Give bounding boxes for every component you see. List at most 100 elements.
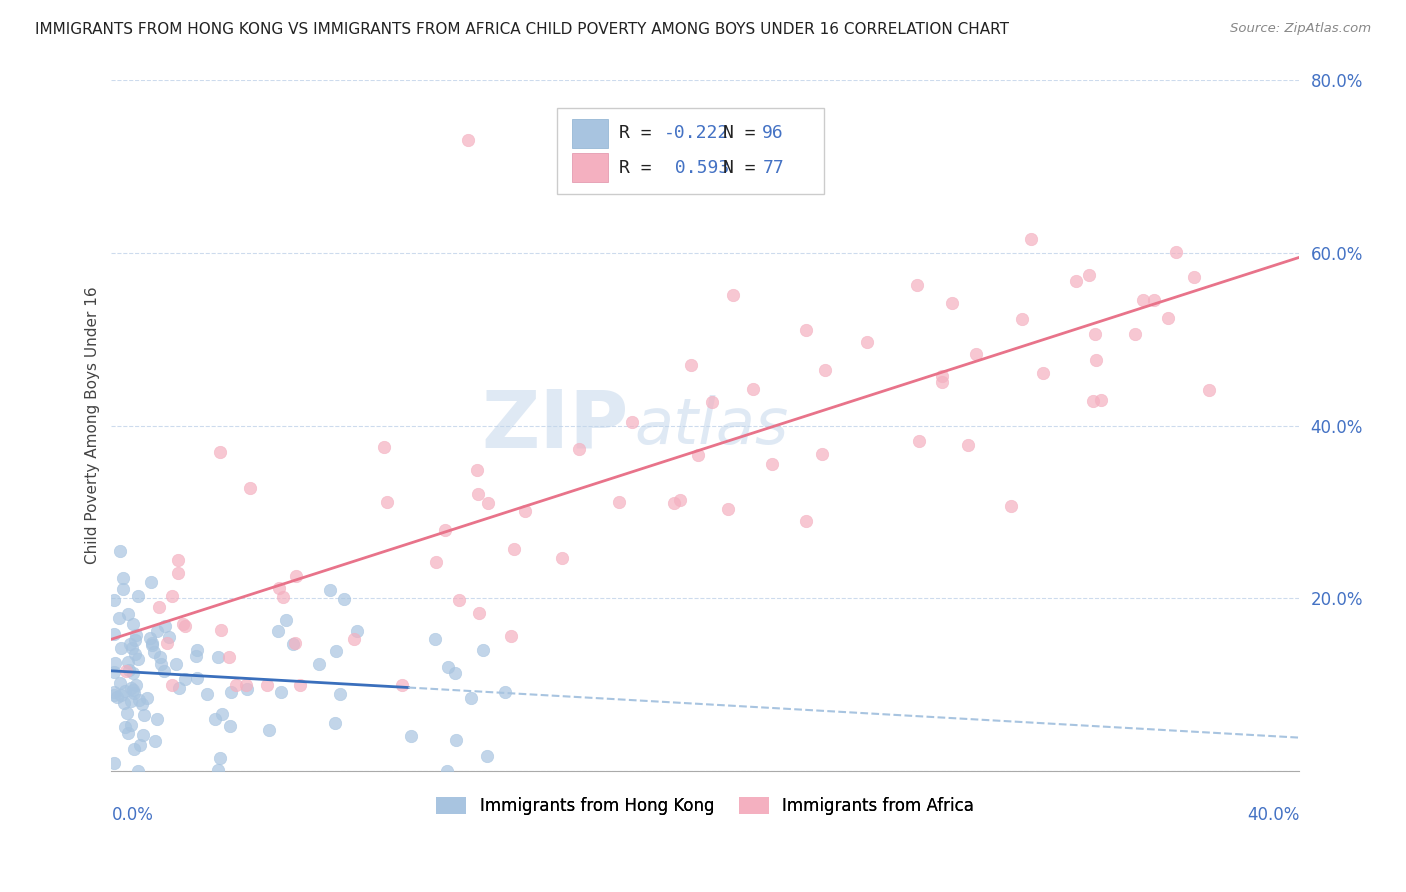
- Point: [111, 582, 134, 596]
- Point: [931, 375, 953, 389]
- Text: Source: ZipAtlas.com: Source: ZipAtlas.com: [1230, 22, 1371, 36]
- Point: [131, 697, 153, 711]
- Point: [285, 568, 308, 582]
- Point: [117, 663, 139, 677]
- Point: [128, 738, 150, 752]
- Point: [145, 624, 167, 638]
- Text: R =: R =: [619, 124, 662, 142]
- Point: [1085, 352, 1108, 367]
- Point: [634, 177, 657, 191]
- Point: [460, 691, 482, 706]
- Point: [1064, 274, 1087, 288]
- Point: [114, 684, 136, 698]
- Point: [346, 624, 368, 639]
- Point: [761, 457, 783, 471]
- Point: [148, 650, 170, 665]
- Point: [503, 541, 526, 556]
- Point: [436, 764, 458, 779]
- Point: [1000, 500, 1022, 514]
- Point: [467, 486, 489, 500]
- Point: [172, 617, 194, 632]
- FancyBboxPatch shape: [572, 153, 607, 182]
- FancyBboxPatch shape: [572, 119, 607, 148]
- Point: [167, 681, 190, 695]
- Point: [1182, 269, 1205, 284]
- Point: [267, 582, 290, 596]
- Point: [120, 681, 142, 695]
- Point: [125, 628, 148, 642]
- Point: [218, 649, 240, 664]
- Point: [664, 496, 686, 510]
- Point: [965, 347, 987, 361]
- Point: [343, 632, 366, 646]
- Point: [108, 676, 131, 690]
- Point: [283, 637, 305, 651]
- Point: [276, 613, 298, 627]
- Point: [1084, 327, 1107, 342]
- Point: [721, 287, 744, 301]
- Point: [103, 756, 125, 770]
- Point: [444, 732, 467, 747]
- Point: [700, 395, 723, 409]
- Point: [218, 719, 240, 733]
- Point: [717, 502, 740, 516]
- Point: [195, 686, 218, 700]
- Point: [499, 629, 522, 643]
- Point: [207, 650, 229, 665]
- Point: [132, 728, 155, 742]
- Point: [270, 685, 292, 699]
- Point: [111, 571, 134, 585]
- Point: [127, 764, 149, 778]
- Point: [160, 589, 183, 603]
- Point: [122, 666, 145, 681]
- Point: [377, 495, 399, 509]
- Point: [236, 682, 259, 697]
- Point: [225, 678, 247, 692]
- Point: [931, 369, 953, 384]
- Point: [122, 686, 145, 700]
- Point: [1019, 232, 1042, 246]
- Point: [122, 682, 145, 697]
- Point: [136, 690, 159, 705]
- Point: [373, 441, 395, 455]
- Point: [128, 693, 150, 707]
- Point: [141, 638, 163, 652]
- Point: [155, 619, 177, 633]
- Point: [138, 631, 160, 645]
- Point: [103, 685, 125, 699]
- Text: 0.0%: 0.0%: [111, 805, 153, 823]
- Point: [117, 607, 139, 622]
- Text: IMMIGRANTS FROM HONG KONG VS IMMIGRANTS FROM AFRICA CHILD POVERTY AMONG BOYS UND: IMMIGRANTS FROM HONG KONG VS IMMIGRANTS …: [35, 22, 1010, 37]
- Point: [688, 448, 710, 462]
- Point: [256, 678, 278, 692]
- Point: [107, 611, 129, 625]
- Point: [162, 678, 184, 692]
- Point: [1081, 393, 1104, 408]
- Point: [127, 652, 149, 666]
- Point: [391, 678, 413, 692]
- Point: [103, 593, 125, 607]
- Point: [103, 665, 125, 679]
- Point: [208, 444, 231, 458]
- Point: [323, 716, 346, 731]
- Point: [1078, 268, 1101, 282]
- Point: [401, 729, 423, 743]
- Point: [132, 708, 155, 723]
- Point: [811, 447, 834, 461]
- Point: [141, 635, 163, 649]
- Point: [103, 627, 125, 641]
- Point: [271, 590, 294, 604]
- Point: [465, 463, 488, 477]
- Point: [165, 657, 187, 671]
- Point: [957, 438, 980, 452]
- Point: [122, 742, 145, 756]
- Point: [284, 635, 307, 649]
- Point: [105, 690, 128, 705]
- Point: [288, 678, 311, 692]
- Point: [437, 659, 460, 673]
- Point: [1157, 310, 1180, 325]
- Text: 40.0%: 40.0%: [1247, 805, 1299, 823]
- Point: [855, 334, 877, 349]
- Point: [668, 493, 690, 508]
- Point: [186, 642, 208, 657]
